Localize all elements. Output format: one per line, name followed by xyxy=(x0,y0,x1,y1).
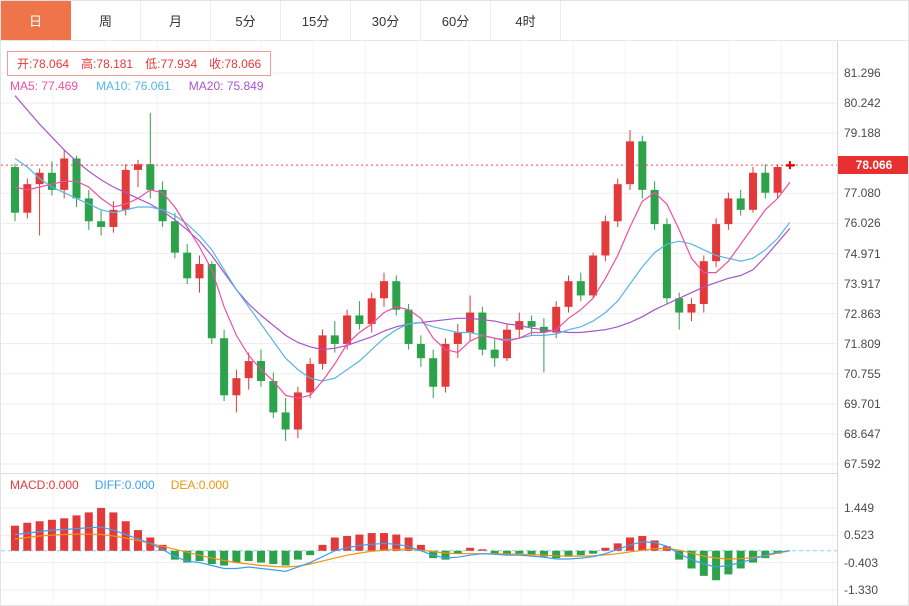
dea-value: 0.000 xyxy=(198,478,229,492)
candles xyxy=(11,112,794,441)
ma10-line xyxy=(14,158,791,382)
close-info: 收:78.066 xyxy=(209,55,261,72)
period-tab-0[interactable]: 日 xyxy=(1,1,71,40)
diff-label: DIFF: xyxy=(94,478,125,492)
open-value: 78.064 xyxy=(32,57,70,71)
macd-value: 0.000 xyxy=(48,478,79,492)
price-tick: 77.080 xyxy=(844,186,881,201)
macd-label: MACD: xyxy=(10,478,49,492)
diff-line xyxy=(14,526,790,573)
ma5-line xyxy=(14,180,791,399)
macd-chart[interactable] xyxy=(1,474,837,606)
dea-pair: DEA:0.000 xyxy=(171,478,229,492)
price-tick: 69.701 xyxy=(844,396,881,411)
ohlc-info: 开:78.064 高:78.181 低:77.934 收:78.066 xyxy=(7,51,272,76)
dea-line xyxy=(14,533,791,568)
macd-tick: -1.330 xyxy=(844,583,879,597)
ma20-info: MA20: 75.849 xyxy=(189,79,264,93)
price-tick: 81.296 xyxy=(844,66,881,80)
ma20-line xyxy=(14,95,791,351)
macd-histogram xyxy=(11,507,782,581)
main-candlestick-chart[interactable] xyxy=(1,41,837,473)
price-tick: 73.917 xyxy=(844,276,881,291)
open-label: 开: xyxy=(17,57,33,71)
price-tick: 79.188 xyxy=(844,126,881,141)
ma5-info: MA5: 77.469 xyxy=(10,79,78,93)
macd-tick: 1.449 xyxy=(844,501,875,515)
ma10-info: MA10: 76.061 xyxy=(96,79,171,93)
low-info: 低:77.934 xyxy=(145,55,197,72)
low-value: 77.934 xyxy=(160,57,198,71)
macd-tick: -0.403 xyxy=(844,555,879,570)
open-info: 开:78.064 xyxy=(17,55,69,72)
ma-info: MA5: 77.469 MA10: 76.061 MA20: 75.849 xyxy=(10,79,264,93)
macd-info: MACD:0.000 DIFF:0.000 DEA:0.000 xyxy=(10,478,229,492)
current-price-marker xyxy=(785,161,795,170)
dea-label: DEA: xyxy=(170,478,199,492)
ma5-label: MA5: xyxy=(10,79,39,93)
period-tab-1[interactable]: 周 xyxy=(71,1,141,40)
high-value: 78.181 xyxy=(96,57,134,71)
macd-tick: 0.523 xyxy=(844,528,875,543)
high-info: 高:78.181 xyxy=(81,55,133,72)
period-tab-2[interactable]: 月 xyxy=(141,1,211,40)
price-axis: 81.296 80.242 79.188 77.080 76.026 74.971 73.9… xyxy=(837,41,908,605)
ma20-label: MA20: xyxy=(188,79,224,93)
diff-value: 0.000 xyxy=(124,478,155,492)
main-grid xyxy=(1,41,837,473)
price-tick: 80.242 xyxy=(844,96,881,111)
period-tabbar: 日周月 5分 15分 30分 60分 4时 xyxy=(1,1,908,41)
period-tab-4[interactable]: 15分 xyxy=(281,1,351,40)
macd-pair: MACD:0.000 xyxy=(10,478,79,492)
high-label: 高: xyxy=(81,57,97,71)
ma5-value: 77.469 xyxy=(41,79,79,93)
period-tab-6[interactable]: 60分 xyxy=(421,1,491,40)
price-tick: 76.026 xyxy=(844,216,881,231)
period-tab-7[interactable]: 4时 xyxy=(491,1,561,40)
price-tick: 72.863 xyxy=(844,306,881,321)
ma10-value: 76.061 xyxy=(134,79,171,93)
price-tick: 68.647 xyxy=(844,426,881,441)
close-label: 收: xyxy=(209,57,225,71)
ma10-label: MA10: xyxy=(96,79,131,93)
panel-divider xyxy=(1,473,908,474)
low-label: 低: xyxy=(145,57,161,71)
period-tab-5[interactable]: 30分 xyxy=(351,1,421,40)
period-tab-3[interactable]: 5分 xyxy=(211,1,281,40)
price-tick: 67.592 xyxy=(844,457,881,471)
price-tick: 74.971 xyxy=(844,246,881,261)
close-value: 78.066 xyxy=(224,57,262,71)
diff-pair: DIFF:0.000 xyxy=(95,478,155,492)
current-price-label: 78.066 xyxy=(838,156,908,175)
price-tick: 71.809 xyxy=(844,336,881,351)
ma20-value: 75.849 xyxy=(226,79,264,93)
price-tick: 70.755 xyxy=(844,366,881,381)
